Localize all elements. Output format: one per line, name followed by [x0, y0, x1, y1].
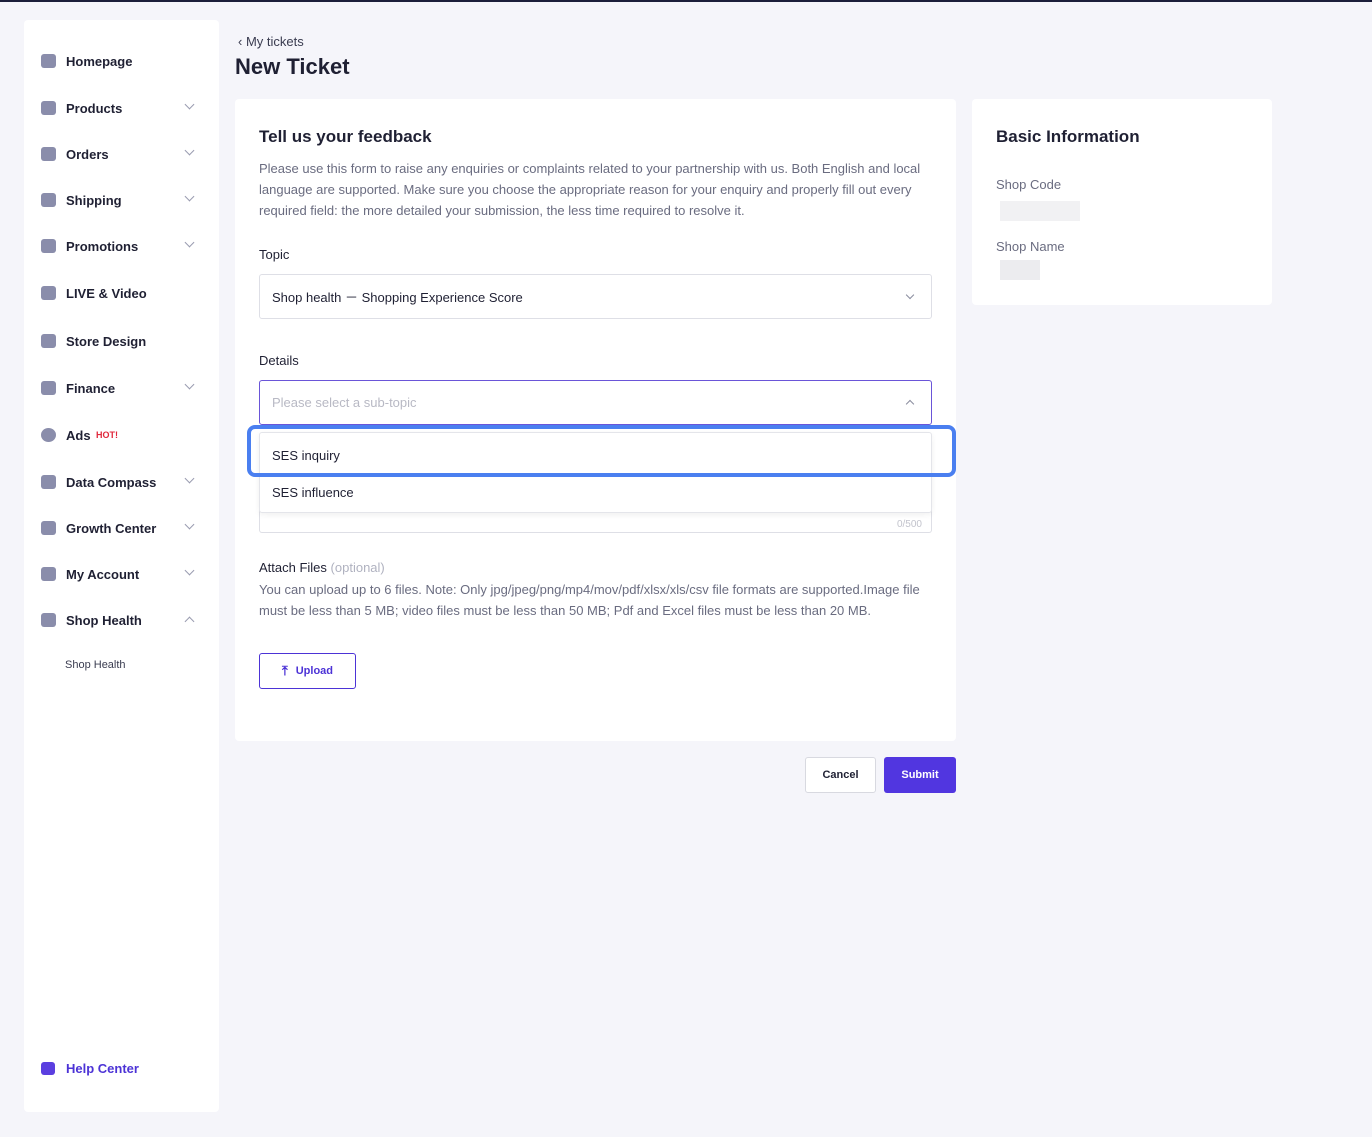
sidebar-item-ads[interactable]: Ads HOT! [24, 420, 219, 450]
chevron-down-icon[interactable] [184, 145, 195, 156]
store-icon [41, 334, 56, 348]
truck-icon [41, 193, 56, 207]
sidebar-item-products[interactable]: Products [24, 93, 219, 123]
chevron-down-icon[interactable] [184, 99, 195, 110]
option-highlight [247, 425, 956, 477]
help-icon [41, 1061, 55, 1075]
help-center-link[interactable]: Help Center [24, 1053, 219, 1083]
chevron-up-icon[interactable] [184, 616, 195, 627]
shop-name-label: Shop Name [996, 239, 1065, 254]
attach-label: Attach Files (optional) [259, 560, 385, 575]
chevron-left-icon: ‹ [238, 34, 246, 49]
basic-info-card: Basic Information Shop Code Shop Name [972, 99, 1272, 305]
form-title: Tell us your feedback [259, 127, 432, 146]
bag-icon [41, 101, 56, 115]
details-label: Details [259, 353, 299, 368]
sidebar-item-store-design[interactable]: Store Design [24, 326, 219, 356]
basic-info-title: Basic Information [996, 127, 1140, 146]
page-title: New Ticket [235, 54, 350, 79]
cancel-button[interactable]: Cancel [805, 757, 876, 793]
subtopic-dropdown: SES inquiry SES influence [259, 432, 932, 513]
back-link[interactable]: ‹ My tickets [238, 34, 304, 49]
ad-icon [41, 428, 56, 442]
char-count: 0/500 [896, 519, 922, 530]
chevron-up-icon [905, 399, 915, 409]
upload-icon: ⤒ [281, 663, 288, 678]
sidebar-item-growth-center[interactable]: Growth Center [24, 513, 219, 543]
sidebar-item-promotions[interactable]: Promotions [24, 231, 219, 261]
upload-button[interactable]: ⤒ Upload [259, 653, 356, 689]
sidebar-item-finance[interactable]: Finance [24, 373, 219, 403]
hot-badge: HOT! [96, 430, 118, 440]
details-textarea[interactable]: 0/500 [259, 499, 932, 533]
sidebar-item-orders[interactable]: Orders [24, 139, 219, 169]
home-icon [41, 54, 56, 68]
user-icon [41, 567, 56, 581]
trophy-icon [41, 613, 56, 627]
medal-icon [41, 521, 56, 535]
shop-name-value [1000, 260, 1040, 280]
chevron-down-icon[interactable] [184, 519, 195, 530]
details-select[interactable]: Please select a sub-topic [259, 380, 932, 425]
sidebar-item-my-account[interactable]: My Account [24, 559, 219, 589]
chevron-down-icon[interactable] [184, 379, 195, 390]
shop-code-label: Shop Code [996, 177, 1062, 192]
attach-note: You can upload up to 6 files. Note: Only… [259, 582, 920, 618]
chevron-down-icon[interactable] [184, 473, 195, 484]
sidebar-item-homepage[interactable]: Homepage [24, 46, 219, 76]
topic-select[interactable]: Shop health － Shopping Experience Score [259, 274, 932, 319]
card-icon [41, 381, 56, 395]
sidebar-item-data-compass[interactable]: Data Compass [24, 467, 219, 497]
megaphone-icon [41, 239, 56, 253]
option-ses-influence[interactable]: SES influence [272, 485, 354, 500]
sidebar-item-shop-health[interactable]: Shop Health [24, 605, 219, 635]
chevron-down-icon[interactable] [184, 191, 195, 202]
sidebar-subitem-shop-health[interactable]: Shop Health [65, 659, 126, 671]
submit-button[interactable]: Submit [884, 757, 956, 793]
orders-icon [41, 147, 56, 161]
chart-icon [41, 475, 56, 489]
feedback-card: Tell us your feedback Please use this fo… [235, 99, 956, 741]
shop-code-value [1000, 201, 1080, 221]
chevron-down-icon [905, 290, 915, 300]
topic-label: Topic [259, 247, 290, 262]
sidebar-item-live-video[interactable]: LIVE & Video [24, 278, 219, 308]
chevron-down-icon[interactable] [184, 237, 195, 248]
sidebar: Homepage Products Orders Shipping Promotions… [24, 20, 219, 1112]
video-icon [41, 286, 56, 300]
chevron-down-icon[interactable] [184, 565, 195, 576]
form-description: Please use this form to raise any enquir… [259, 161, 921, 218]
sidebar-item-shipping[interactable]: Shipping [24, 185, 219, 215]
option-ses-inquiry[interactable]: SES inquiry [272, 448, 340, 463]
